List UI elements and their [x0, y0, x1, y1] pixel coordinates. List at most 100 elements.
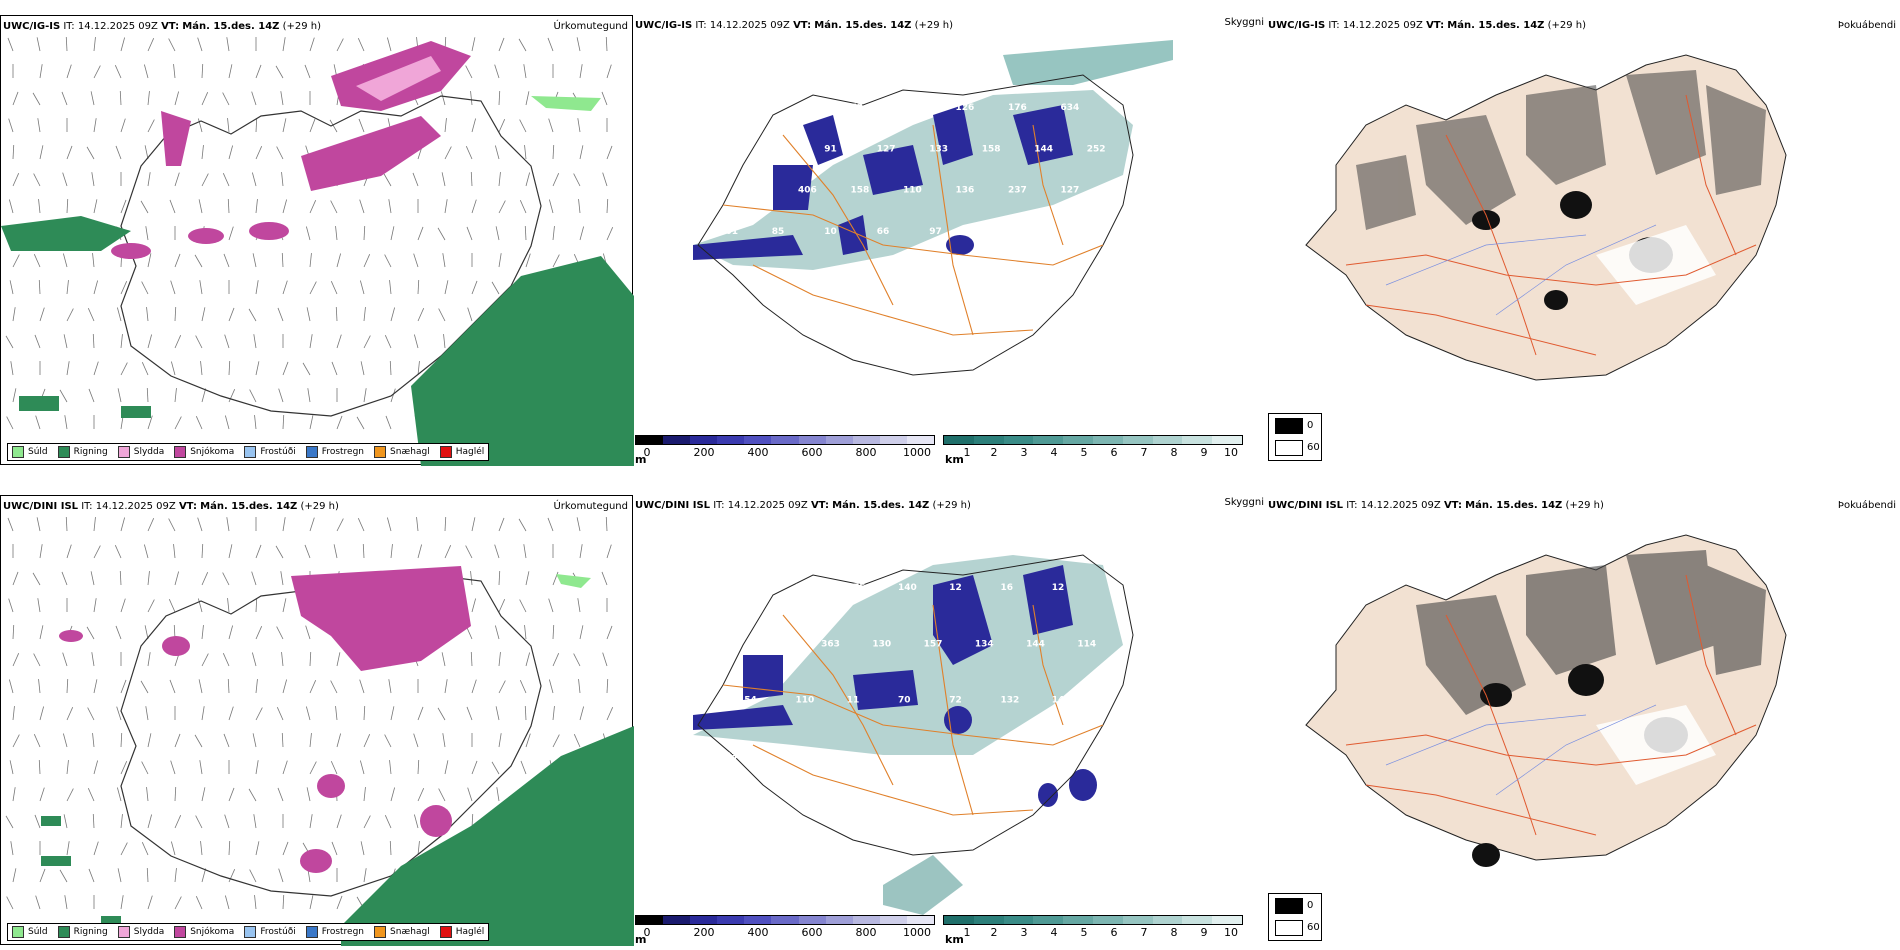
wind-barb — [251, 652, 257, 667]
wind-barb — [224, 895, 230, 910]
wind-barb — [93, 598, 97, 613]
wind-barb — [39, 544, 43, 559]
wind-barb — [471, 598, 477, 613]
wind-barb — [309, 895, 314, 910]
legend-swatch — [305, 446, 318, 458]
wind-barb — [120, 37, 126, 52]
wind-barb — [466, 706, 473, 721]
wind-barb — [389, 840, 392, 856]
colorbar-segment — [1212, 916, 1242, 924]
wind-barb — [9, 280, 14, 295]
wind-barb — [525, 733, 531, 748]
legend-item: Slydda — [117, 926, 164, 938]
wind-barb — [254, 895, 257, 910]
wind-barb — [224, 814, 230, 829]
wind-barb — [120, 814, 123, 829]
wind-barb — [143, 544, 149, 559]
height-colorbar-ticks: 0 200 400 600 800 1000 — [635, 925, 935, 939]
cloud-colorbar-ticks: 1 2 3 4 5 6 7 8 9 10 — [943, 925, 1243, 939]
fog-swatch-light — [1275, 920, 1303, 936]
colorbar-segment — [1122, 436, 1153, 444]
wind-barb — [336, 895, 343, 910]
ceiling-label: 127 — [877, 144, 896, 154]
wind-barb — [282, 679, 288, 694]
wind-barb — [147, 334, 153, 349]
ceiling-label: 157 — [924, 639, 943, 649]
wind-barb — [384, 734, 392, 748]
visibility-map-top: UWC/IG-IS IT: 14.12.2025 09Z VT: Mán. 15… — [633, 15, 1266, 466]
wind-barb — [34, 814, 41, 829]
wind-barb — [88, 868, 95, 883]
wind-barb — [255, 597, 258, 613]
ceiling-label: 12 — [949, 583, 962, 593]
wind-barb — [228, 145, 234, 160]
wind-barb — [518, 38, 527, 52]
colorbar-segment — [663, 436, 691, 444]
iceland-coastline — [120, 95, 542, 417]
wind-barb — [277, 787, 284, 802]
wind-barb — [147, 518, 155, 532]
wind-barb — [389, 280, 392, 295]
wind-barb — [173, 544, 176, 559]
wind-barb — [358, 118, 365, 133]
wind-barb — [494, 625, 500, 640]
cloud-colorbar-fill — [943, 435, 1243, 445]
wind-barb — [170, 280, 176, 295]
cloud-colorbar: 1 2 3 4 5 6 7 8 9 10 — [943, 915, 1243, 939]
tick: 2 — [990, 446, 998, 459]
tick: 8 — [1170, 926, 1178, 939]
wind-barb — [32, 92, 41, 106]
wind-barb — [548, 199, 554, 214]
wind-barb — [390, 706, 395, 721]
wind-barb — [7, 517, 14, 532]
wind-barb — [174, 571, 180, 586]
wind-barb — [227, 598, 230, 613]
wind-barb — [306, 787, 311, 802]
wind-barb — [442, 253, 446, 268]
wind-barb — [498, 37, 505, 52]
wind-barb — [363, 868, 367, 883]
wind-barb — [359, 679, 365, 694]
wind-barb — [524, 225, 527, 241]
wind-barb — [195, 896, 203, 910]
wind-barb — [360, 361, 365, 376]
tick: 5 — [1080, 926, 1088, 939]
tick: 6 — [1110, 926, 1118, 939]
legend-item: Frostregn — [305, 446, 364, 458]
fog-legend: 0 60 — [1268, 413, 1322, 461]
wind-barb — [174, 253, 181, 268]
wind-barb — [444, 199, 448, 214]
colorbar-segment — [825, 436, 853, 444]
wind-barb — [282, 598, 287, 613]
map-canvas — [1305, 54, 1787, 381]
wind-barb — [251, 91, 257, 106]
ceiling-label: 85 — [772, 227, 785, 237]
wind-barb — [336, 334, 342, 349]
wind-barb — [222, 653, 230, 667]
wind-barb — [467, 787, 473, 802]
wind-barb — [168, 518, 176, 532]
wind-barb — [281, 252, 284, 268]
ceiling-label: 66 — [877, 227, 890, 237]
wind-barb — [12, 706, 15, 721]
wind-barb — [309, 651, 312, 667]
wind-barb — [573, 734, 581, 748]
wind-barb — [201, 63, 204, 79]
legend-swatch — [439, 926, 452, 938]
wind-barb — [147, 91, 150, 106]
wind-barb — [66, 788, 74, 802]
wind-barb — [438, 308, 446, 322]
wind-barb — [224, 334, 230, 349]
wind-barb — [199, 280, 203, 295]
wind-barb — [12, 734, 20, 748]
wind-barb — [282, 841, 289, 856]
wind-barb — [168, 599, 176, 613]
map-canvas — [1, 36, 634, 466]
ceiling-label: 133 — [929, 144, 948, 154]
wind-barb — [496, 787, 500, 802]
wind-barb — [35, 895, 41, 910]
wind-barb — [8, 199, 14, 214]
wind-barb — [12, 173, 20, 187]
colorbar-segment — [744, 916, 772, 924]
iceland-coastline — [120, 575, 542, 897]
